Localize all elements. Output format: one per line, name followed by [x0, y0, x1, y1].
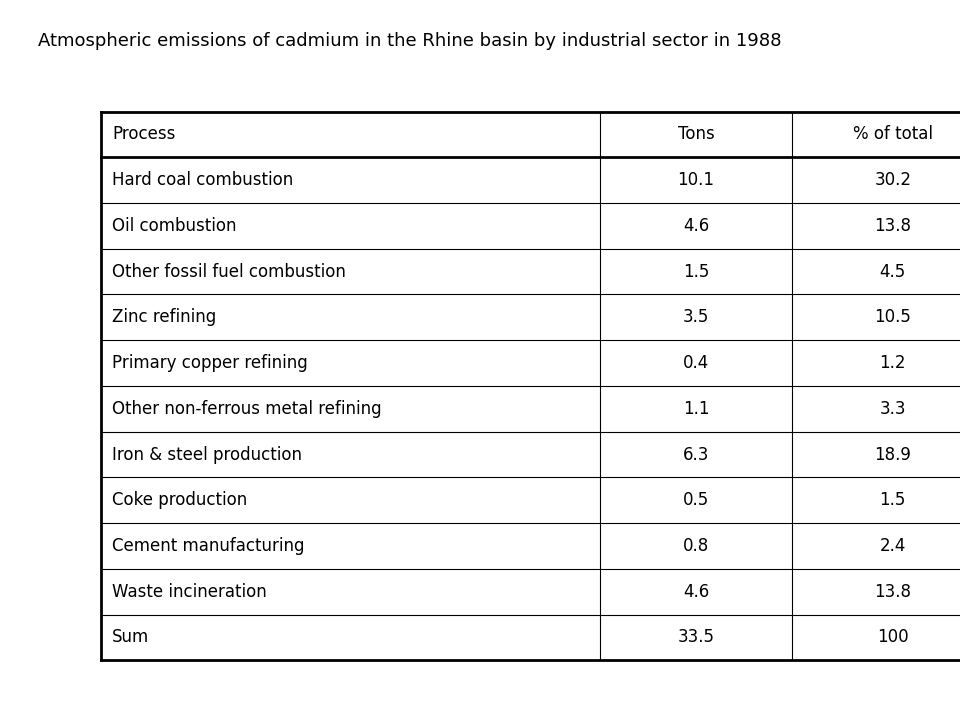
Text: % of total: % of total [852, 125, 933, 143]
Text: 3.3: 3.3 [879, 400, 906, 418]
Text: 0.5: 0.5 [683, 491, 709, 509]
Text: Process: Process [112, 125, 176, 143]
Text: 1.2: 1.2 [879, 354, 906, 372]
Text: 2.4: 2.4 [879, 537, 906, 555]
Text: 6.3: 6.3 [683, 446, 709, 464]
Text: Other fossil fuel combustion: Other fossil fuel combustion [112, 263, 347, 281]
Text: 4.6: 4.6 [683, 217, 709, 235]
Text: Oil combustion: Oil combustion [112, 217, 237, 235]
Text: 1.5: 1.5 [879, 491, 906, 509]
Text: Atmospheric emissions of cadmium in the Rhine basin by industrial sector in 1988: Atmospheric emissions of cadmium in the … [38, 32, 781, 50]
Text: 10.5: 10.5 [875, 308, 911, 326]
Text: Other non-ferrous metal refining: Other non-ferrous metal refining [112, 400, 382, 418]
Text: 0.8: 0.8 [683, 537, 709, 555]
Text: Hard coal combustion: Hard coal combustion [112, 171, 294, 189]
Text: 10.1: 10.1 [678, 171, 714, 189]
Text: 0.4: 0.4 [683, 354, 709, 372]
Text: 33.5: 33.5 [678, 629, 714, 647]
Text: 1.5: 1.5 [683, 263, 709, 281]
Text: Coke production: Coke production [112, 491, 248, 509]
Text: 30.2: 30.2 [875, 171, 911, 189]
Text: Waste incineration: Waste incineration [112, 582, 267, 600]
Text: Zinc refining: Zinc refining [112, 308, 217, 326]
Text: Tons: Tons [678, 125, 714, 143]
Text: 4.5: 4.5 [879, 263, 906, 281]
Text: 1.1: 1.1 [683, 400, 709, 418]
Text: Primary copper refining: Primary copper refining [112, 354, 308, 372]
Text: 100: 100 [877, 629, 908, 647]
Text: Sum: Sum [112, 629, 150, 647]
Text: Cement manufacturing: Cement manufacturing [112, 537, 305, 555]
Text: 13.8: 13.8 [875, 217, 911, 235]
Text: 4.6: 4.6 [683, 582, 709, 600]
Text: Iron & steel production: Iron & steel production [112, 446, 302, 464]
Text: 18.9: 18.9 [875, 446, 911, 464]
Text: 13.8: 13.8 [875, 582, 911, 600]
Text: 3.5: 3.5 [683, 308, 709, 326]
